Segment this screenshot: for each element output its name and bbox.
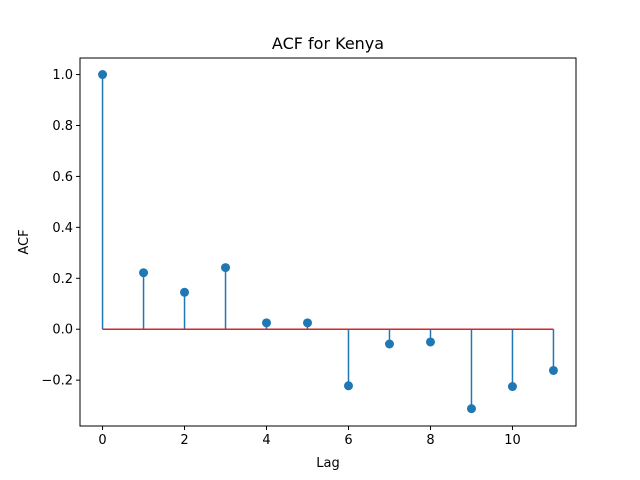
stem-marker-lag-11: [548, 365, 558, 375]
plot-area: [98, 70, 558, 414]
x-tick-label: 8: [426, 433, 434, 448]
x-tick-label: 6: [344, 433, 352, 448]
x-axis-ticks: 0 2 4 6 8 10: [98, 426, 521, 448]
stem-marker-lag-10: [507, 382, 517, 392]
stem-marker-lag-3: [221, 263, 231, 273]
y-axis-ticks: −0.2 0.0 0.2 0.4 0.6 0.8 1.0: [41, 68, 80, 389]
y-tick-label: 0.2: [52, 272, 73, 287]
stem-marker-lag-0: [98, 70, 108, 80]
stem-marker-lag-1: [139, 268, 149, 278]
stem-marker-lag-7: [384, 339, 394, 349]
stem-marker-lag-6: [343, 381, 353, 391]
y-tick-label: 0.6: [52, 170, 73, 185]
y-tick-label: 0.0: [52, 323, 73, 338]
x-tick-label: 10: [504, 433, 521, 448]
x-axis-label: Lag: [316, 456, 339, 471]
axes-frame: [79, 57, 577, 427]
x-tick-label: 0: [98, 433, 106, 448]
stem-marker-lag-9: [466, 404, 476, 414]
y-axis-label: ACF: [17, 229, 32, 254]
stem-marker-lag-2: [180, 287, 190, 297]
stem-marker-lag-5: [303, 318, 313, 328]
y-tick-label: 1.0: [52, 68, 73, 83]
y-tick-label: −0.2: [41, 374, 73, 389]
stem-marker-lag-4: [262, 318, 272, 328]
stem-marker-lag-8: [425, 337, 435, 347]
x-tick-label: 2: [180, 433, 188, 448]
y-tick-label: 0.8: [52, 119, 73, 134]
y-tick-label: 0.4: [52, 221, 73, 236]
x-tick-label: 4: [262, 433, 270, 448]
chart-title: ACF for Kenya: [272, 34, 384, 53]
